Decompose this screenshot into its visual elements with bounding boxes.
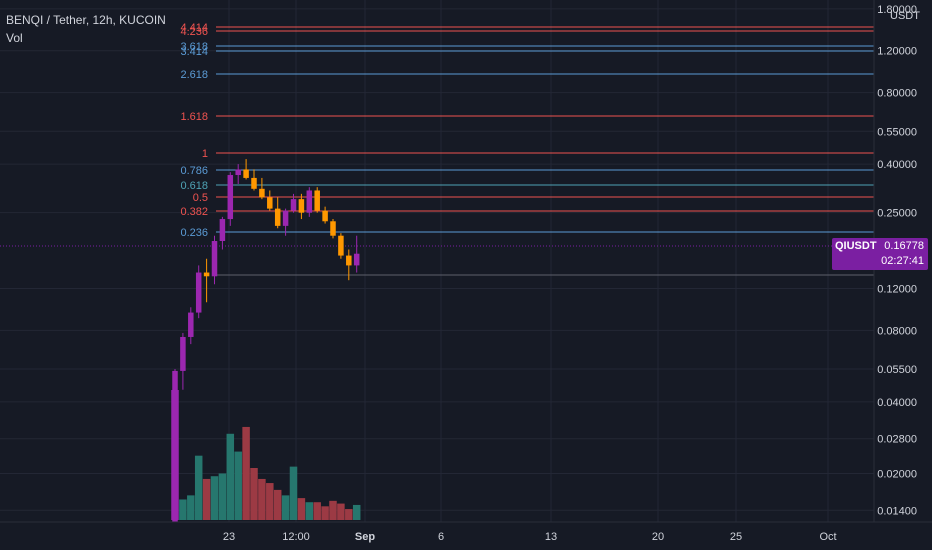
volume-bar xyxy=(194,455,203,520)
fib-level-label: 3.414 xyxy=(180,46,208,58)
candle-body xyxy=(338,235,344,256)
volume-bar xyxy=(329,500,337,520)
y-tick-label: 0.04000 xyxy=(877,397,917,409)
volume-bar xyxy=(321,506,329,520)
candle-body xyxy=(267,197,273,209)
grid xyxy=(0,0,874,522)
candle-body xyxy=(330,221,336,236)
candle-body xyxy=(274,208,281,226)
time-axis: 23 12:00 Sep 6 13 20 25 Oct xyxy=(0,521,932,543)
volume-bar xyxy=(281,495,290,520)
x-tick-label: 13 xyxy=(545,531,557,543)
candle-body xyxy=(243,169,249,178)
volume-bar xyxy=(305,502,314,520)
fib-level-label: 1.618 xyxy=(180,111,208,123)
candle-body xyxy=(172,370,178,522)
volume-bar xyxy=(202,478,211,520)
candle-body xyxy=(227,175,234,220)
volume-bar xyxy=(250,468,258,520)
y-tick-label: 0.55000 xyxy=(877,126,917,138)
volume-bar xyxy=(234,451,242,520)
candle-body xyxy=(259,188,265,198)
y-tick-label: 0.01400 xyxy=(877,505,917,517)
candle-body xyxy=(195,272,202,313)
x-tick-label: 6 xyxy=(438,531,444,543)
candle-body xyxy=(298,199,305,213)
volume-bar xyxy=(273,489,282,520)
currency-label: USDT xyxy=(890,10,920,22)
fib-level-label: 0.618 xyxy=(180,180,208,192)
fib-level-label: 3.618 xyxy=(180,41,208,53)
x-tick-label: 20 xyxy=(652,531,664,543)
candle-body xyxy=(290,199,297,211)
candle-body xyxy=(203,272,210,277)
y-tick-label: 1.80000 xyxy=(877,4,917,16)
candle-body xyxy=(180,336,186,371)
volume-bar xyxy=(210,476,219,520)
fib-level-label: 2.618 xyxy=(180,69,208,81)
volume-label: Vol xyxy=(6,31,23,45)
price-tag-symbol: QIUSDT xyxy=(835,240,877,252)
candle-body xyxy=(188,312,194,337)
y-tick-label: 0.05500 xyxy=(877,364,917,376)
x-tick-label: 12:00 xyxy=(282,531,310,543)
volume-bar xyxy=(297,498,306,520)
x-tick-label: Sep xyxy=(355,531,375,543)
y-tick-label: 0.80000 xyxy=(877,88,917,100)
x-tick-label: Oct xyxy=(819,531,836,543)
candle-body xyxy=(353,253,360,266)
volume-bar xyxy=(345,509,353,520)
candle-body xyxy=(235,169,241,176)
volume-bar xyxy=(218,473,227,520)
x-tick-label: 25 xyxy=(730,531,742,543)
volume-bar xyxy=(352,504,361,520)
fib-level-label: 0.5 xyxy=(193,192,208,204)
candle-body xyxy=(219,219,226,242)
price-tag-countdown: 02:27:41 xyxy=(881,255,924,267)
candles xyxy=(172,159,360,522)
volume-bar xyxy=(313,502,321,520)
volume-bar xyxy=(266,483,274,520)
y-tick-label: 0.40000 xyxy=(877,159,917,171)
fib-level-label: 4.414 xyxy=(180,22,208,34)
volume-bar xyxy=(337,503,345,520)
candle-body xyxy=(322,210,328,222)
y-tick-label: 0.02800 xyxy=(877,434,917,446)
fib-level-label: 0.236 xyxy=(180,227,208,239)
fib-level-label: 1 xyxy=(202,148,208,160)
candle-body xyxy=(306,190,313,213)
volume-bar xyxy=(179,499,187,520)
y-tick-label: 1.20000 xyxy=(877,46,917,58)
candle-body xyxy=(346,255,352,266)
fib-level-label: 4.236 xyxy=(180,26,208,38)
candle-body xyxy=(251,177,257,189)
candle-body xyxy=(211,241,218,277)
chart-legend: BENQI / Tether, 12h, KUCOIN Vol xyxy=(6,11,166,47)
volume-bar xyxy=(187,495,195,520)
volume-bar xyxy=(226,433,235,520)
symbol-title: BENQI / Tether, 12h, KUCOIN xyxy=(6,13,166,27)
candle-body xyxy=(282,210,289,226)
fib-level-label: 0.786 xyxy=(180,165,208,177)
last-price-tag: QIUSDT 0.16778 02:27:41 xyxy=(832,238,928,270)
x-tick-label: 23 xyxy=(223,531,235,543)
y-tick-label: 0.25000 xyxy=(877,208,917,220)
price-tag-value: 0.16778 xyxy=(884,240,924,252)
y-tick-label: 0.08000 xyxy=(877,325,917,337)
y-tick-label: 0.12000 xyxy=(877,283,917,295)
volume-bars xyxy=(171,390,361,520)
volume-bar xyxy=(258,478,266,520)
volume-bar xyxy=(289,466,298,520)
y-tick-label: 0.02000 xyxy=(877,468,917,480)
candle-body xyxy=(314,190,320,211)
fib-level-label: 0.382 xyxy=(180,206,208,218)
volume-bar xyxy=(242,426,250,520)
